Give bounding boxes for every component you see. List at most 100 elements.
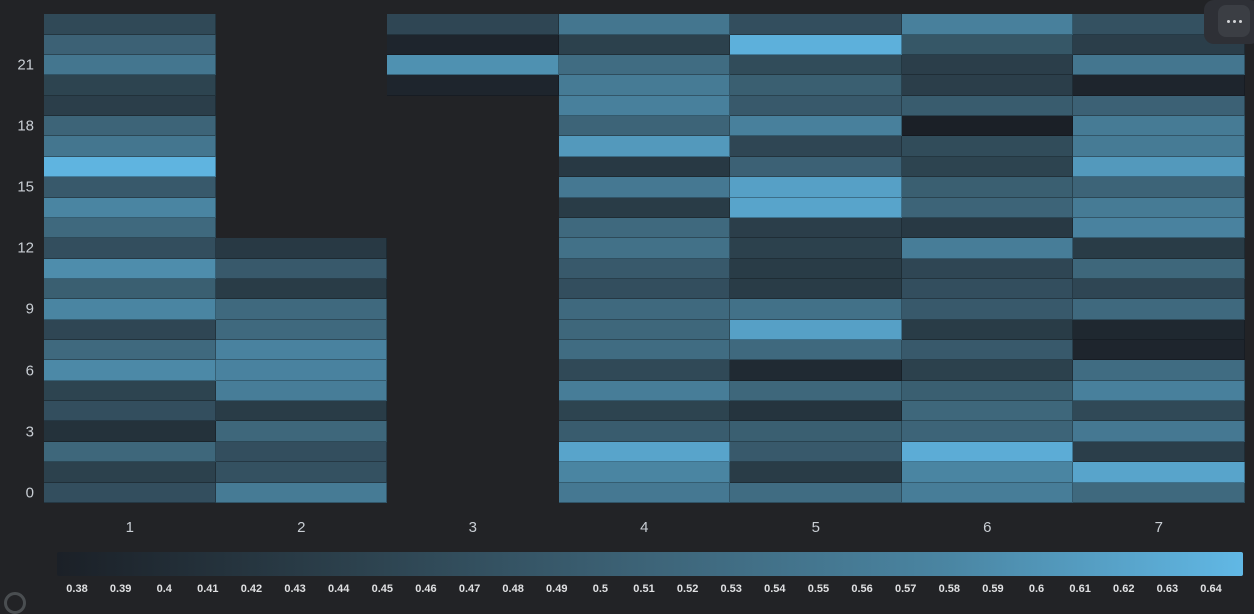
heatmap-cell[interactable] [1073,380,1245,402]
heatmap-cell[interactable] [730,441,902,463]
heatmap-cell[interactable] [558,197,731,218]
heatmap-cell[interactable] [901,380,1074,402]
panel-menu-button[interactable] [1218,5,1250,37]
heatmap-cell[interactable] [558,360,731,381]
heatmap-cell[interactable] [901,299,1074,320]
heatmap-cell[interactable] [215,360,387,381]
heatmap-cell[interactable] [558,441,731,463]
heatmap-cell[interactable] [558,401,731,422]
heatmap-cell[interactable] [901,401,1074,422]
heatmap-cell[interactable] [1073,217,1245,239]
heatmap-cell[interactable] [901,258,1074,279]
heatmap-cell[interactable] [901,278,1074,300]
heatmap-cell[interactable] [558,340,731,361]
heatmap-cell[interactable] [730,299,902,320]
heatmap-cell[interactable] [730,34,902,55]
heatmap-cell[interactable] [44,360,216,381]
heatmap-cell[interactable] [558,278,731,300]
heatmap-cell[interactable] [901,136,1074,157]
heatmap-cell[interactable] [44,75,216,96]
heatmap-cell[interactable] [901,34,1074,55]
heatmap-cell[interactable] [44,462,216,483]
heatmap-cell[interactable] [730,116,902,137]
heatmap-cell[interactable] [387,55,559,76]
heatmap-cell[interactable] [901,360,1074,381]
heatmap-cell[interactable] [730,75,902,96]
heatmap-cell[interactable] [730,258,902,279]
heatmap-cell[interactable] [44,156,216,178]
heatmap-cell[interactable] [558,177,731,198]
heatmap-cell[interactable] [558,136,731,157]
heatmap-cell[interactable] [215,299,387,320]
heatmap-cell[interactable] [901,197,1074,218]
heatmap-cell[interactable] [901,482,1074,503]
heatmap-cell[interactable] [1073,319,1245,341]
heatmap-cell[interactable] [901,95,1074,117]
heatmap-cell[interactable] [558,95,731,117]
heatmap-cell[interactable] [387,75,559,96]
heatmap-cell[interactable] [730,197,902,218]
heatmap-cell[interactable] [558,319,731,341]
heatmap-cell[interactable] [558,75,731,96]
heatmap-cell[interactable] [44,136,216,157]
heatmap-cell[interactable] [730,14,902,35]
heatmap-cell[interactable] [44,238,216,259]
heatmap-cell[interactable] [901,340,1074,361]
heatmap-cell[interactable] [1073,95,1245,117]
heatmap-cell[interactable] [730,278,902,300]
heatmap-cell[interactable] [1073,75,1245,96]
heatmap-cell[interactable] [730,421,902,442]
heatmap-cell[interactable] [215,258,387,279]
heatmap-cell[interactable] [1073,299,1245,320]
heatmap-cell[interactable] [44,421,216,442]
heatmap-cell[interactable] [44,116,216,137]
heatmap-cell[interactable] [215,421,387,442]
heatmap-cell[interactable] [1073,340,1245,361]
heatmap-cell[interactable] [901,14,1074,35]
heatmap-cell[interactable] [215,482,387,503]
heatmap-cell[interactable] [730,177,902,198]
heatmap-cell[interactable] [44,482,216,503]
heatmap-cell[interactable] [44,319,216,341]
heatmap-cell[interactable] [901,217,1074,239]
heatmap-cell[interactable] [1073,482,1245,503]
heatmap-cell[interactable] [558,14,731,35]
heatmap-cell[interactable] [901,177,1074,198]
heatmap-cell[interactable] [44,441,216,463]
heatmap-cell[interactable] [558,238,731,259]
heatmap-cell[interactable] [730,360,902,381]
heatmap-cell[interactable] [1073,421,1245,442]
heatmap-cell[interactable] [901,319,1074,341]
heatmap-cell[interactable] [44,14,216,35]
heatmap-cell[interactable] [1073,177,1245,198]
heatmap-cell[interactable] [901,75,1074,96]
heatmap-cell[interactable] [1073,14,1245,35]
heatmap-cell[interactable] [730,55,902,76]
heatmap-cell[interactable] [730,156,902,178]
heatmap-cell[interactable] [1073,34,1245,55]
heatmap-cell[interactable] [44,299,216,320]
heatmap-cell[interactable] [901,55,1074,76]
heatmap-cell[interactable] [558,55,731,76]
heatmap-cell[interactable] [44,380,216,402]
colorbar-gradient[interactable] [57,552,1243,576]
heatmap-cell[interactable] [215,278,387,300]
heatmap-cell[interactable] [558,116,731,137]
heatmap-cell[interactable] [215,380,387,402]
heatmap-cell[interactable] [215,441,387,463]
heatmap-cell[interactable] [558,156,731,178]
heatmap-cell[interactable] [1073,55,1245,76]
heatmap-cell[interactable] [387,34,559,55]
heatmap-cell[interactable] [44,401,216,422]
heatmap-cell[interactable] [558,34,731,55]
heatmap-cell[interactable] [1073,116,1245,137]
heatmap-cell[interactable] [1073,197,1245,218]
heatmap-cell[interactable] [215,462,387,483]
heatmap-cell[interactable] [730,319,902,341]
heatmap-cell[interactable] [44,217,216,239]
heatmap-cell[interactable] [558,421,731,442]
heatmap-cell[interactable] [730,462,902,483]
heatmap-cell[interactable] [730,217,902,239]
heatmap-cell[interactable] [1073,441,1245,463]
heatmap-cell[interactable] [215,340,387,361]
